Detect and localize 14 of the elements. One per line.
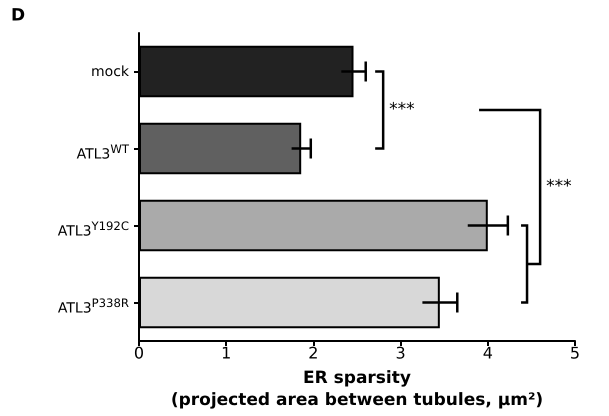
x-tick-label: 0 — [134, 344, 144, 362]
chart-title: D — [11, 6, 26, 26]
y-tick-label: mock — [90, 62, 129, 82]
y-tick-label: ATL3$^{Y192C}$ — [58, 218, 129, 242]
x-tick-label: 1 — [221, 344, 232, 362]
x-tick-label: 3 — [396, 344, 406, 362]
x-tick-label: 4 — [482, 344, 493, 362]
x-tick-label: 5 — [570, 344, 580, 362]
annotation: *** — [546, 176, 572, 197]
x-tick-label: 2 — [308, 344, 318, 362]
x-axis-title: ER sparsity (projected area between tubules, µm²) — [170, 368, 544, 410]
annotation: *** — [389, 100, 415, 120]
y-tick-label: ATL3$^{WT}$ — [76, 140, 129, 164]
y-tick-label: ATL3$^{P338R}$ — [58, 294, 129, 318]
